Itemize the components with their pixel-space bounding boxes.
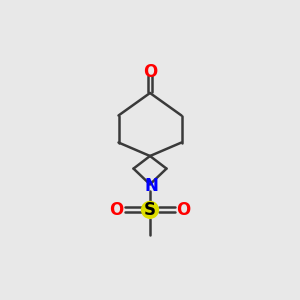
- Text: N: N: [145, 177, 158, 195]
- Circle shape: [142, 202, 158, 218]
- Text: O: O: [143, 63, 157, 81]
- Text: O: O: [176, 201, 191, 219]
- Text: S: S: [144, 201, 156, 219]
- Text: O: O: [109, 201, 124, 219]
